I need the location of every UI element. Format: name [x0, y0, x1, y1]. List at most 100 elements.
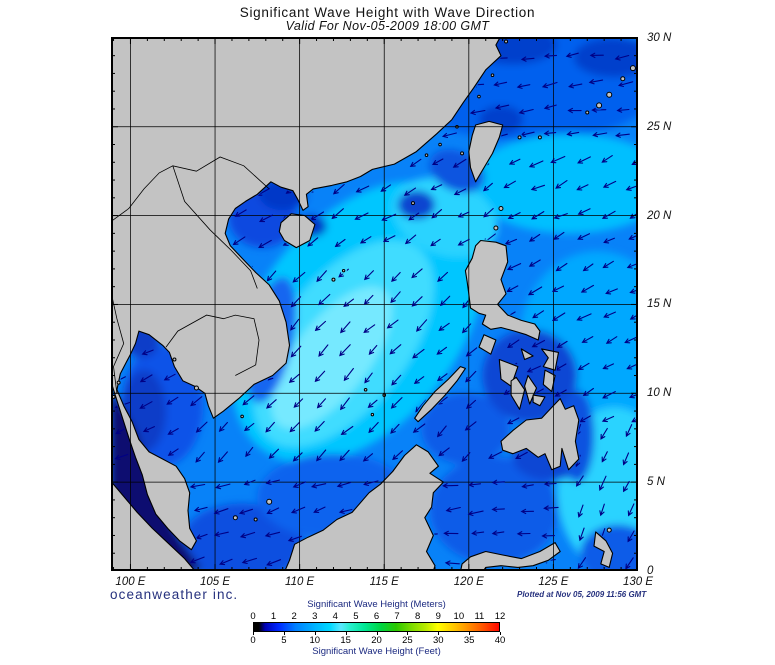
legend-meters-tick: 0: [250, 611, 256, 622]
legend-feet-tick: 15: [340, 635, 351, 646]
island-dot: [460, 151, 465, 156]
graticule: [111, 37, 638, 571]
land-cebu: [524, 374, 538, 405]
lat-label: 10 N: [647, 387, 672, 400]
legend-feet-tick: 10: [309, 635, 321, 646]
island-dot: [620, 76, 626, 82]
island-dot: [266, 498, 273, 505]
wave-direction-arrows: [113, 51, 638, 570]
legend-meters-tick: 1: [270, 611, 277, 622]
island-dot: [493, 225, 499, 231]
legend-feet-tickmark: [376, 632, 378, 635]
land-hainan: [278, 213, 316, 249]
island-dot: [438, 142, 442, 147]
island-dot: [504, 39, 509, 44]
legend-feet-tick: 25: [402, 635, 413, 646]
country-border: [172, 165, 258, 289]
legend-meters-tick: 6: [373, 611, 380, 622]
wave-map-svg: [111, 37, 639, 572]
lat-label: 20 N: [647, 209, 672, 222]
lon-label: 130 E: [622, 576, 654, 588]
legend-feet-tickmark: [500, 632, 501, 635]
legend-meters-tick: 9: [435, 611, 441, 622]
island-dot: [585, 110, 590, 115]
legend-feet-tick: 40: [494, 635, 506, 646]
country-border: [165, 314, 260, 376]
land-leyte: [542, 369, 556, 393]
legend-feet-tickmark: [345, 632, 347, 635]
plotted-timestamp: Plotted at Nov 05, 2009 11:56 GMT: [517, 590, 647, 599]
legend-feet-tick: 0: [250, 635, 256, 646]
map-canvas: [111, 37, 639, 576]
legend-meters-tick: 8: [415, 611, 421, 622]
island-dot: [341, 268, 346, 273]
island-dot: [490, 73, 495, 78]
legend-feet-tickmark: [407, 632, 409, 635]
land-mindoro: [478, 334, 497, 355]
island-dot: [424, 153, 429, 157]
lon-label: 100 E: [115, 576, 146, 588]
legend-scale-feet: 0 5 10 15 20 25 30 35 40: [250, 635, 505, 646]
island-dot: [193, 385, 199, 391]
legend-feet-tickmark: [283, 632, 285, 635]
island-dot: [370, 412, 375, 417]
lon-label: 125 E: [538, 576, 569, 588]
legend-meters-tick: 7: [394, 611, 400, 622]
legend-feet-tick: 35: [463, 635, 475, 646]
island-dot: [498, 205, 504, 211]
page-title: Significant Wave Height with Wave Direct…: [239, 5, 536, 20]
island-dot: [477, 94, 481, 99]
island-dot: [172, 357, 177, 362]
legend-meters-tick: 2: [291, 611, 297, 622]
island-dot: [517, 135, 522, 140]
lon-label: 110 E: [285, 576, 315, 588]
lat-label: 0: [647, 565, 654, 577]
lon-label: 120 E: [453, 576, 484, 588]
legend-feet-tickmark: [438, 632, 440, 635]
island-dot: [537, 135, 542, 140]
island-dot: [596, 102, 603, 109]
legend-colorbar: [253, 622, 500, 632]
legend-feet-tick: 30: [432, 635, 444, 646]
island-dot: [363, 387, 368, 392]
legend-meters-tick: 5: [353, 611, 359, 622]
island-dot: [410, 201, 415, 206]
lat-label: 25 N: [647, 120, 672, 133]
legend-feet-tick: 5: [281, 635, 287, 646]
legend-meters-tick: 4: [332, 611, 338, 622]
island-dot: [629, 65, 636, 72]
legend-meters-tick: 11: [474, 611, 485, 622]
lat-label: 15 N: [647, 298, 672, 311]
legend-meters-tick: 12: [494, 611, 506, 622]
legend-feet-tickmark: [469, 632, 471, 635]
land-samar: [541, 348, 560, 371]
land-masbate: [520, 348, 534, 361]
lon-label: 115 E: [369, 576, 399, 588]
land-luzon: [464, 239, 541, 341]
land-sulawesi: [460, 542, 561, 571]
legend-meters-tick: 3: [312, 611, 318, 622]
island-dot: [232, 515, 238, 521]
lat-label: 5 N: [647, 476, 665, 489]
legend-feet-tickmarks: [253, 632, 501, 635]
lat-label: 30 N: [647, 31, 672, 44]
legend-feet-tick: 20: [371, 635, 382, 646]
island-dot: [606, 91, 613, 98]
island-dot: [253, 517, 258, 522]
lon-label: 105 E: [200, 576, 231, 588]
island-dot: [240, 414, 244, 419]
legend-title-feet: Significant Wave Height (Feet): [312, 646, 441, 657]
island-dot: [331, 277, 336, 282]
island-dot: [606, 527, 612, 533]
legend-title-meters: Significant Wave Height (Meters): [307, 599, 446, 610]
land-sumatra: [111, 480, 196, 571]
valid-time-subtitle: Valid For Nov-05-2009 18:00 GMT: [285, 19, 490, 33]
legend-feet-tickmark: [314, 632, 316, 635]
land-mainland-asia: [111, 37, 502, 551]
legend-meters-tick: 10: [453, 611, 465, 622]
map-frame: [111, 37, 638, 571]
land-bohol: [532, 394, 546, 407]
oceanweather-logo-text: oceanweather inc.: [110, 587, 239, 602]
